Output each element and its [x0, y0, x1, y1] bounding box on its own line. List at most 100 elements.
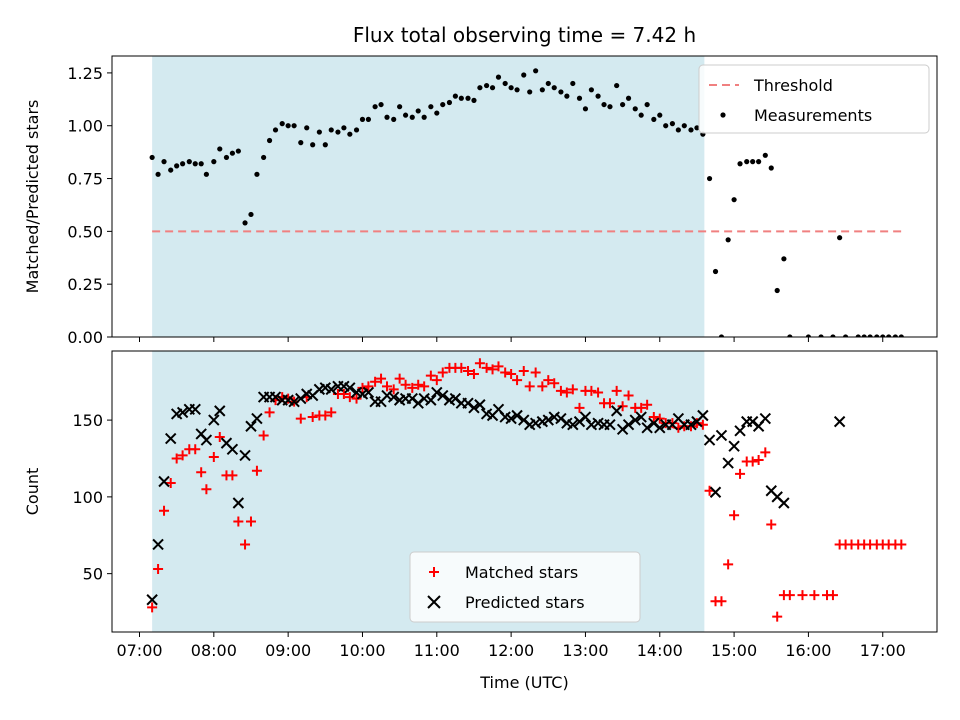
- plot-frame: [111, 55, 938, 338]
- panel-top-ratio: 0.00 0.25 0.50 0.75 1.00 1.25 Flux total obser…: [23, 23, 938, 347]
- series-layer: [149, 68, 904, 337]
- data-point: [288, 395, 300, 408]
- data-point: [675, 127, 681, 133]
- data-point: [434, 110, 440, 116]
- legend: Matched stars Predicted stars: [409, 551, 641, 623]
- data-point: [240, 539, 251, 550]
- data-point: [382, 381, 392, 392]
- data-point: [153, 564, 164, 575]
- data-point: [570, 80, 576, 87]
- data-point: [558, 89, 564, 95]
- data-point: [617, 401, 628, 412]
- data-point: [734, 425, 746, 437]
- data-point: [567, 384, 578, 395]
- data-point: [867, 334, 873, 337]
- data-point: [177, 450, 188, 461]
- data-point: [768, 165, 774, 171]
- data-point: [347, 131, 353, 137]
- data-point: [351, 393, 362, 404]
- data-point: [186, 159, 192, 165]
- data-point: [514, 87, 520, 93]
- data-point: [892, 334, 898, 337]
- data-point: [760, 447, 771, 458]
- legend-marker-predicted: [427, 595, 441, 609]
- data-point: [421, 114, 427, 120]
- data-point: [898, 334, 904, 337]
- data-point: [712, 268, 719, 275]
- data-point: [703, 434, 716, 446]
- data-point: [190, 444, 201, 455]
- data-point: [176, 406, 189, 419]
- data-point: [753, 455, 764, 466]
- data-point: [588, 87, 594, 93]
- data-point: [357, 382, 368, 393]
- legend-label: Measurements: [754, 106, 872, 125]
- data-point: [211, 159, 217, 165]
- data-point: [413, 379, 424, 390]
- data-point: [797, 590, 808, 601]
- data-point: [551, 85, 557, 91]
- data-point: [325, 383, 337, 396]
- y-tick-label: 0.25: [67, 275, 103, 294]
- data-point: [168, 167, 174, 173]
- x-tick-label: 14:00: [637, 641, 683, 660]
- legend-label: Threshold: [753, 76, 833, 95]
- data-point: [291, 123, 297, 129]
- data-point: [171, 453, 182, 464]
- data-point: [363, 381, 374, 392]
- data-point: [874, 334, 880, 337]
- data-point: [251, 465, 262, 476]
- data-point: [511, 409, 523, 422]
- legend-box: [698, 64, 930, 134]
- data-point: [298, 140, 304, 146]
- y-tick-label: 0.00: [67, 328, 103, 347]
- data-point: [362, 386, 375, 399]
- data-point: [533, 68, 539, 74]
- data-point: [180, 161, 186, 167]
- data-point: [456, 362, 467, 373]
- data-point: [326, 407, 337, 418]
- data-point: [607, 104, 613, 110]
- data-point: [585, 418, 598, 431]
- data-point: [861, 334, 867, 337]
- data-point: [506, 369, 517, 380]
- data-point: [328, 127, 334, 133]
- data-point: [512, 375, 523, 386]
- data-point: [335, 129, 341, 135]
- data-point: [632, 106, 638, 112]
- data-point: [667, 418, 678, 429]
- data-point: [625, 95, 632, 101]
- data-point: [372, 104, 378, 110]
- data-point: [269, 391, 282, 403]
- legend-label: Matched stars: [465, 563, 578, 582]
- data-point: [567, 418, 579, 431]
- data-point: [642, 399, 653, 410]
- data-point: [648, 412, 659, 423]
- data-point: [548, 411, 560, 423]
- data-point: [203, 171, 209, 177]
- data-point: [258, 430, 269, 441]
- data-point: [744, 159, 750, 165]
- data-point: [837, 235, 843, 241]
- data-point: [381, 389, 393, 402]
- data-point: [159, 505, 170, 516]
- data-point: [419, 381, 430, 392]
- data-point: [654, 413, 665, 424]
- data-point: [400, 379, 411, 390]
- data-point: [322, 142, 328, 148]
- data-point: [418, 392, 430, 405]
- data-point: [474, 399, 486, 411]
- data-point: [425, 370, 436, 381]
- data-point: [576, 95, 583, 101]
- data-point: [622, 418, 635, 431]
- data-point: [604, 398, 615, 409]
- data-point: [524, 381, 535, 392]
- data-point: [235, 148, 241, 154]
- data-point: [818, 334, 824, 337]
- data-point: [446, 99, 453, 106]
- data-point: [437, 367, 448, 378]
- data-point: [601, 101, 607, 108]
- data-point: [623, 390, 634, 401]
- data-point: [359, 116, 366, 122]
